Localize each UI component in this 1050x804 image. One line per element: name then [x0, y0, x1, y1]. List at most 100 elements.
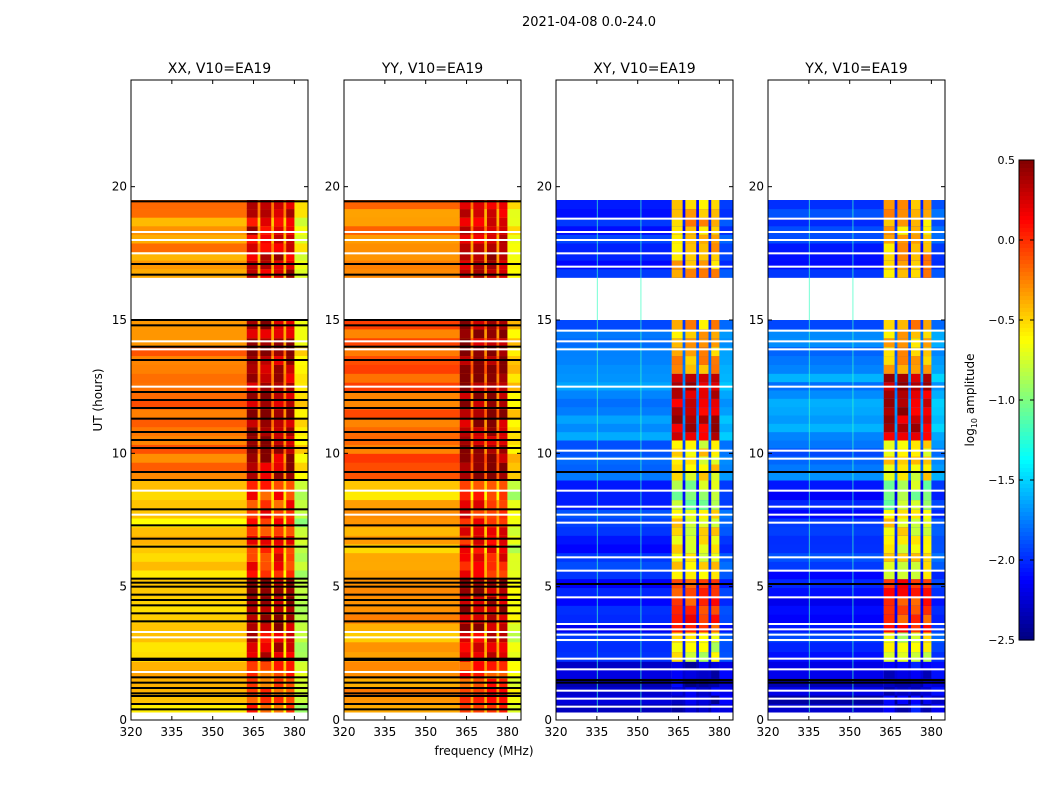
rfi-cell: [883, 242, 895, 253]
rfi-cell: [473, 535, 485, 545]
colorbar-segment: [1019, 620, 1034, 625]
rfi-cell: [499, 651, 508, 662]
rfi-cell: [459, 544, 471, 554]
band-edge-cell: [719, 406, 733, 416]
rfi-cell: [260, 480, 272, 491]
continuum-cell: [344, 605, 460, 615]
continuum-cell: [131, 391, 247, 401]
colorbar-tick-label: 0.0: [998, 234, 1016, 247]
band-edge-cell: [507, 200, 521, 210]
continuum-cell: [344, 561, 460, 571]
continuum-cell: [556, 570, 672, 580]
band-edge-cell: [294, 225, 308, 235]
rfi-cell: [286, 544, 295, 554]
rfi-cell: [486, 471, 497, 481]
rfi-cell: [897, 251, 909, 261]
flagged-row: [344, 263, 521, 265]
rfi-cell: [499, 373, 508, 383]
flagged-row: [131, 581, 308, 584]
rfi-cell: [698, 398, 709, 408]
flagged-row: [768, 489, 945, 492]
rfi-cell: [260, 453, 272, 463]
rfi-cell: [698, 489, 709, 501]
rfi-cell: [473, 641, 485, 653]
flagged-row: [768, 639, 945, 641]
rfi-cell: [286, 346, 295, 357]
flagged-row: [131, 345, 308, 348]
rfi-cell: [897, 651, 909, 662]
rfi-cell: [698, 431, 709, 441]
rfi-cell: [923, 448, 932, 457]
colorbar-segment: [1019, 372, 1034, 377]
continuum-cell: [768, 373, 884, 383]
band-edge-cell: [507, 623, 521, 633]
rfi-cell: [897, 480, 909, 491]
band-edge-cell: [719, 526, 733, 536]
band-edge-cell: [507, 703, 521, 713]
rfi-cell: [671, 703, 683, 713]
flagged-row: [556, 583, 733, 585]
continuum-cell: [768, 390, 884, 399]
rfi-cell: [459, 217, 471, 227]
rfi-cell: [286, 686, 295, 696]
rfi-cell: [499, 391, 508, 401]
rfi-cell: [273, 703, 284, 713]
rfi-cell: [473, 208, 485, 218]
rfi-cell: [685, 623, 697, 633]
colorbar-segment: [1019, 636, 1034, 641]
rfi-cell: [499, 417, 508, 428]
rfi-cell: [883, 669, 895, 679]
rfi-cell: [923, 526, 932, 536]
rfi-cell: [286, 480, 295, 491]
continuum-cell: [131, 614, 247, 624]
rfi-cell: [246, 703, 258, 713]
colorbar-segment: [1019, 164, 1034, 169]
continuum-cell: [768, 526, 884, 536]
rfi-cell: [486, 661, 497, 671]
rfi-cell: [897, 632, 909, 643]
colorbar-segment: [1019, 292, 1034, 297]
flagged-row: [131, 703, 308, 705]
continuum-cell: [344, 499, 460, 510]
colorbar-tick-label: −1.0: [988, 394, 1015, 407]
y-tick-label: 10: [749, 446, 764, 460]
continuum-cell: [344, 661, 460, 671]
flagged-row: [131, 340, 308, 343]
continuum-cell: [768, 596, 884, 606]
rfi-cell: [286, 462, 295, 472]
band-edge-cell: [719, 605, 733, 615]
continuum-cell: [768, 703, 884, 713]
rfi-cell: [260, 408, 272, 419]
continuum-cell: [556, 208, 672, 218]
rfi-cell: [671, 234, 683, 244]
rfi-cell: [923, 415, 932, 424]
continuum-cell: [131, 587, 247, 597]
continuum-cell: [768, 472, 884, 481]
continuum-cell: [556, 661, 672, 671]
colorbar-segment: [1019, 488, 1034, 493]
y-tick-label: 10: [112, 446, 127, 460]
band-edge-cell: [931, 346, 945, 357]
band-edge-cell: [507, 373, 521, 383]
rfi-cell: [273, 337, 284, 348]
rfi-cell: [499, 364, 508, 374]
rfi-cell: [883, 596, 895, 606]
colorbar-segment: [1019, 368, 1034, 373]
rfi-cell: [273, 561, 284, 571]
rfi-cell: [698, 234, 709, 244]
rfi-cell: [685, 320, 697, 330]
flagged-row: [131, 239, 308, 241]
rfi-channel-line: [640, 200, 642, 712]
rfi-cell: [459, 623, 471, 633]
rfi-cell: [711, 544, 720, 554]
band-edge-cell: [719, 535, 733, 545]
colorbar-segment: [1019, 208, 1034, 213]
rfi-cell: [459, 570, 471, 580]
rfi-cell: [698, 456, 709, 465]
continuum-cell: [556, 669, 672, 679]
rfi-cell: [698, 561, 709, 571]
continuum-cell: [768, 448, 884, 457]
rfi-cell: [286, 695, 295, 705]
continuum-cell: [768, 669, 884, 679]
rfi-cell: [711, 320, 720, 330]
